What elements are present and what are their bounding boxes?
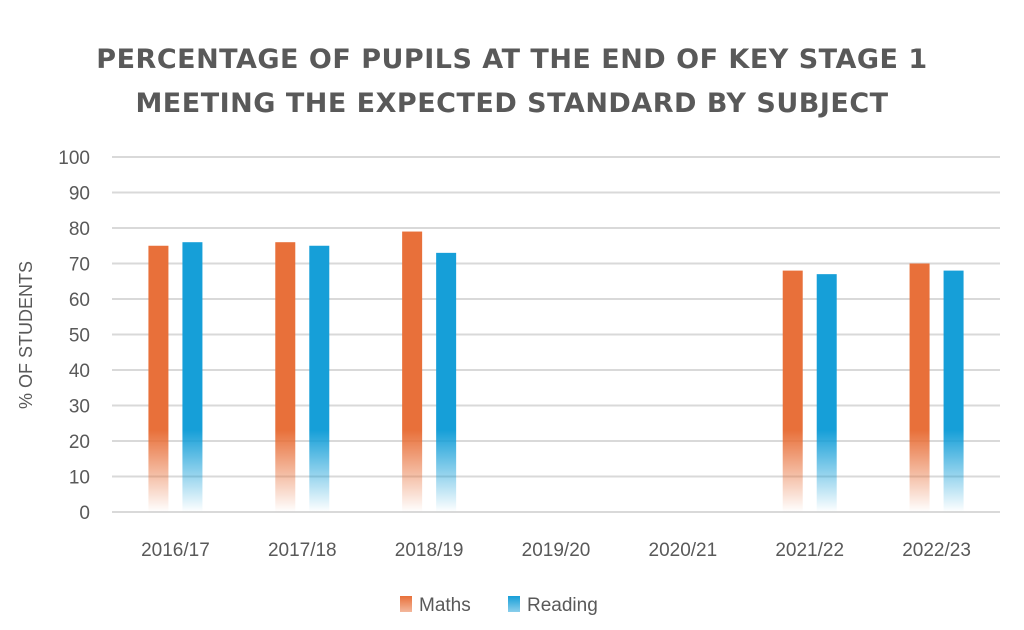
bar-reading-2016/17	[182, 242, 203, 512]
y-tick-label: 100	[58, 148, 90, 169]
bar-reading-2017/18	[309, 245, 330, 512]
legend-swatch-reading	[508, 596, 520, 612]
x-tick-label: 2016/17	[141, 540, 210, 561]
x-tick-label: 2020/21	[649, 540, 718, 561]
bar-maths-2018/19	[402, 231, 423, 513]
y-tick-label: 30	[69, 397, 90, 418]
y-tick-label: 50	[69, 326, 90, 347]
legend-swatch-maths	[400, 596, 412, 612]
y-tick-label: 70	[69, 255, 90, 276]
x-tick-label: 2019/20	[522, 540, 591, 561]
y-axis-label: % OF STUDENTS	[16, 261, 36, 409]
y-tick-label: 20	[69, 432, 90, 453]
legend-label-reading: Reading	[527, 595, 598, 616]
x-tick-label: 2021/22	[775, 540, 844, 561]
y-tick-label: 90	[69, 184, 90, 205]
y-tick-label: 10	[69, 468, 90, 489]
bar-reading-2022/23	[943, 270, 964, 512]
bar-reading-2018/19	[436, 252, 457, 512]
bar-reading-2021/22	[816, 274, 837, 512]
bar-maths-2021/22	[782, 270, 803, 512]
y-tick-label: 40	[69, 361, 90, 382]
bar-maths-2022/23	[909, 263, 930, 512]
y-tick-label: 60	[69, 290, 90, 311]
bar-maths-2017/18	[275, 242, 296, 512]
y-tick-label: 80	[69, 219, 90, 240]
bar-maths-2016/17	[148, 245, 169, 512]
y-tick-label: 0	[79, 503, 90, 524]
chart-title: PERCENTAGE OF PUPILS AT THE END OF KEY S…	[0, 38, 1024, 126]
x-tick-label: 2018/19	[395, 540, 464, 561]
chart-title-line-2: MEETING THE EXPECTED STANDARD BY SUBJECT	[135, 88, 889, 119]
x-tick-label: 2017/18	[268, 540, 337, 561]
x-tick-label: 2022/23	[902, 540, 971, 561]
legend-label-maths: Maths	[419, 595, 471, 616]
chart-title-line-1: PERCENTAGE OF PUPILS AT THE END OF KEY S…	[96, 44, 928, 75]
